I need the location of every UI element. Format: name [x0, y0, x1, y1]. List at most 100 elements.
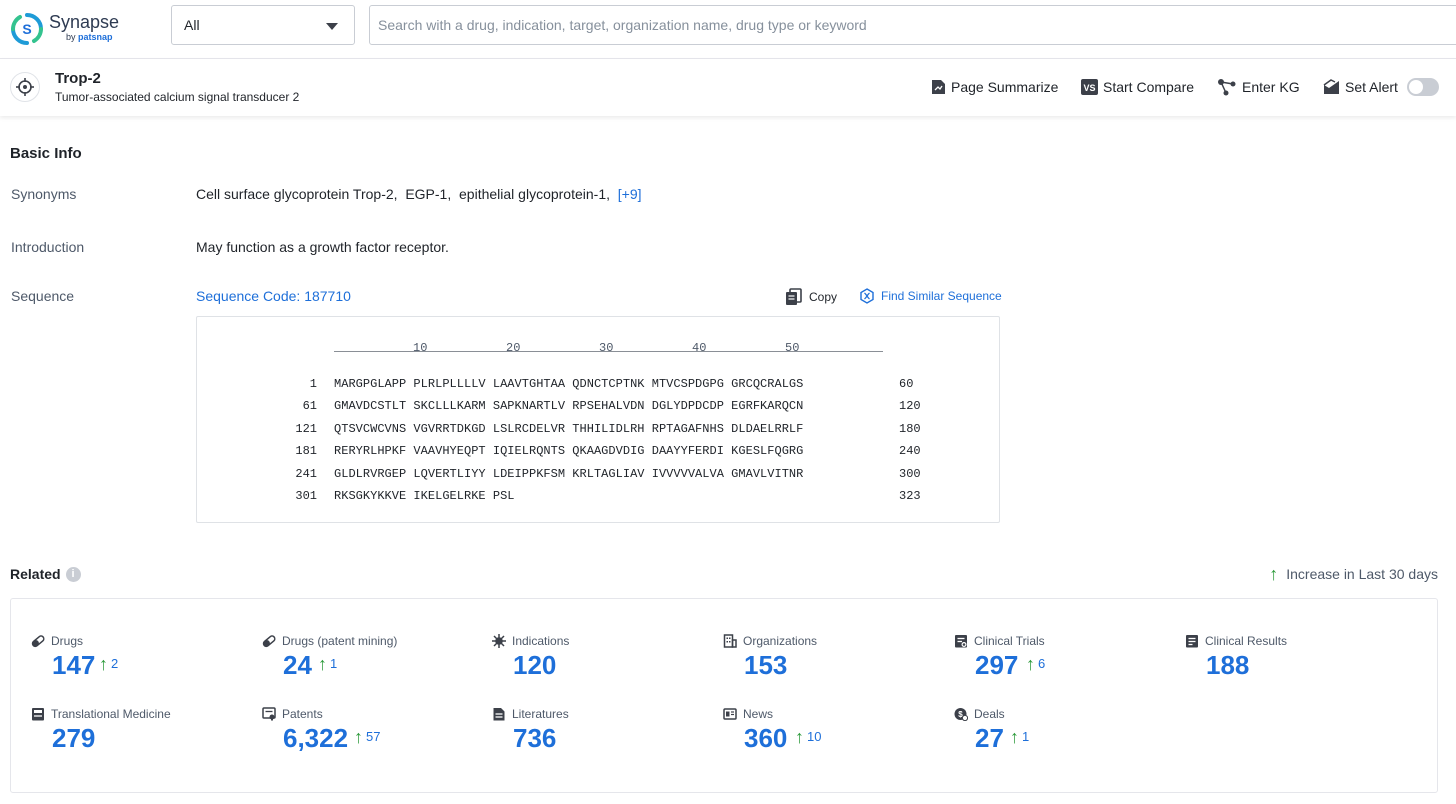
- related-literatures[interactable]: Literatures 736: [492, 707, 712, 767]
- arrow-up-icon: ↑: [99, 656, 108, 672]
- set-alert-label: Set Alert: [1345, 79, 1398, 95]
- ruler-tick: 50: [785, 341, 799, 355]
- related-count: 24: [283, 650, 312, 681]
- start-compare-button[interactable]: VS Start Compare: [1081, 77, 1194, 97]
- related-count: 6,322: [283, 723, 348, 754]
- synonyms-more-link[interactable]: [+9]: [618, 186, 642, 202]
- literature-icon: [492, 707, 506, 721]
- sequence-row-end: 240: [899, 444, 921, 458]
- related-label: Clinical Results: [1205, 634, 1287, 648]
- dna-search-icon: [859, 288, 875, 304]
- synonym: EGP-1,: [405, 186, 451, 202]
- logo-byline: by patsnap: [66, 32, 113, 42]
- related-deals[interactable]: $ Deals 27 ↑1: [954, 707, 1174, 767]
- report-icon: [1185, 634, 1199, 648]
- related-count: 120: [513, 650, 556, 681]
- enter-kg-button[interactable]: Enter KG: [1217, 77, 1300, 97]
- related-count: 27: [975, 723, 1004, 754]
- document-icon: [31, 707, 45, 721]
- sequence-row-text: GLDLRVRGEP LQVERTLIYY LDEIPPKFSM KRLTAGL…: [334, 467, 803, 481]
- chevron-down-icon: [326, 23, 338, 30]
- sequence-row-start: 121: [295, 422, 317, 436]
- arrow-up-icon: ↑: [1026, 656, 1035, 672]
- related-label: Organizations: [743, 634, 817, 648]
- sequence-viewer: 10 20 30 40 50 1 MARGPGLAPP PLRLPLLLLV L…: [196, 316, 1000, 523]
- page-summarize-button[interactable]: Page Summarize: [931, 77, 1058, 97]
- arrow-up-icon: ↑: [795, 729, 804, 745]
- logo-by: by: [66, 32, 76, 42]
- related-label: Clinical Trials: [974, 634, 1045, 648]
- clipboard-icon: [954, 634, 968, 648]
- related-increase-value: 1: [1022, 729, 1029, 744]
- basic-info-title: Basic Info: [10, 145, 82, 162]
- related-drugs-patent-mining[interactable]: Drugs (patent mining) 24 ↑1: [262, 634, 482, 694]
- target-icon: [10, 72, 40, 102]
- copy-icon: [785, 288, 803, 306]
- related-patents[interactable]: Patents 6,322 ↑57: [262, 707, 482, 767]
- sequence-row-end: 120: [899, 399, 921, 413]
- related-label: Translational Medicine: [51, 707, 171, 721]
- sequence-row-start: 241: [295, 467, 317, 481]
- related-title-text: Related: [10, 566, 61, 582]
- summarize-icon: [931, 79, 946, 95]
- search-input[interactable]: [369, 5, 1456, 45]
- svg-text:S: S: [22, 21, 31, 37]
- sequence-row-text: QTSVCWCVNS VGVRRTDKGD LSLRCDELVR THHILID…: [334, 422, 803, 436]
- copy-button[interactable]: Copy: [785, 288, 837, 306]
- set-alert-control[interactable]: Set Alert: [1323, 77, 1439, 97]
- related-clinical-trials[interactable]: Clinical Trials 297 ↑6: [954, 634, 1174, 694]
- sequence-row-text: MARGPGLAPP PLRLPLLLLV LAAVTGHTAA QDNCTCP…: [334, 377, 803, 391]
- synonym: epithelial glycoprotein-1,: [459, 186, 610, 202]
- knowledge-graph-icon: [1217, 78, 1237, 96]
- set-alert-toggle[interactable]: [1407, 78, 1439, 96]
- sequence-row: 241 GLDLRVRGEP LQVERTLIYY LDEIPPKFSM KRL…: [197, 467, 1001, 485]
- sequence-label: Sequence: [11, 288, 74, 304]
- related-count: 360: [744, 723, 787, 754]
- find-similar-sequence-button[interactable]: Find Similar Sequence: [859, 288, 1002, 304]
- increase-legend-label: Increase in Last 30 days: [1286, 566, 1438, 582]
- related-count: 147: [52, 650, 95, 681]
- logo-brand: patsnap: [78, 32, 113, 42]
- target-name: Trop-2: [55, 70, 101, 87]
- building-icon: [723, 634, 737, 648]
- copy-label: Copy: [809, 290, 837, 304]
- related-increase: ↑1: [318, 656, 337, 672]
- related-organizations[interactable]: Organizations 153: [723, 634, 943, 694]
- sequence-row: 181 RERYRLHPKF VAAVHYEQPT IQIELRQNTS QKA…: [197, 444, 1001, 462]
- search-scope-value: All: [184, 17, 200, 33]
- related-indications[interactable]: Indications 120: [492, 634, 712, 694]
- sequence-row-start: 61: [303, 399, 317, 413]
- synonyms-value: Cell surface glycoprotein Trop-2, EGP-1,…: [196, 186, 642, 202]
- logo-wordmark: Synapse: [49, 12, 119, 33]
- related-increase-value: 10: [807, 729, 821, 744]
- find-similar-sequence-label: Find Similar Sequence: [881, 289, 1002, 303]
- sequence-row-text: RERYRLHPKF VAAVHYEQPT IQIELRQNTS QKAAGDV…: [334, 444, 803, 458]
- sequence-row-end: 180: [899, 422, 921, 436]
- search-scope-select[interactable]: All: [171, 5, 355, 45]
- sequence-row-start: 301: [295, 489, 317, 503]
- sequence-code-link[interactable]: Sequence Code: 187710: [196, 288, 351, 304]
- introduction-label: Introduction: [11, 239, 84, 255]
- related-translational-medicine[interactable]: Translational Medicine 279: [31, 707, 251, 767]
- related-news[interactable]: News 360 ↑10: [723, 707, 943, 767]
- pill-icon: [31, 634, 45, 648]
- related-label: Literatures: [512, 707, 569, 721]
- related-panel: Drugs 147 ↑2 Drugs (patent mining) 24 ↑1…: [10, 598, 1438, 793]
- related-increase: ↑2: [99, 656, 118, 672]
- arrow-up-icon: ↑: [354, 729, 363, 745]
- related-label: Patents: [282, 707, 323, 721]
- synonyms-label: Synonyms: [11, 186, 76, 202]
- target-full-name: Tumor-associated calcium signal transduc…: [55, 90, 299, 104]
- info-icon[interactable]: i: [66, 567, 81, 582]
- related-increase: ↑10: [795, 729, 821, 745]
- related-drugs[interactable]: Drugs 147 ↑2: [31, 634, 251, 694]
- related-increase-value: 6: [1038, 656, 1045, 671]
- svg-text:VS: VS: [1083, 83, 1095, 93]
- virus-icon: [492, 634, 506, 648]
- top-bar: S Synapse by patsnap All: [0, 0, 1456, 59]
- ruler-tick: 40: [692, 341, 706, 355]
- related-increase: ↑1: [1010, 729, 1029, 745]
- related-clinical-results[interactable]: Clinical Results 188: [1185, 634, 1405, 694]
- synapse-logo[interactable]: S Synapse by patsnap: [10, 10, 160, 50]
- arrow-up-icon: ↑: [1269, 566, 1278, 582]
